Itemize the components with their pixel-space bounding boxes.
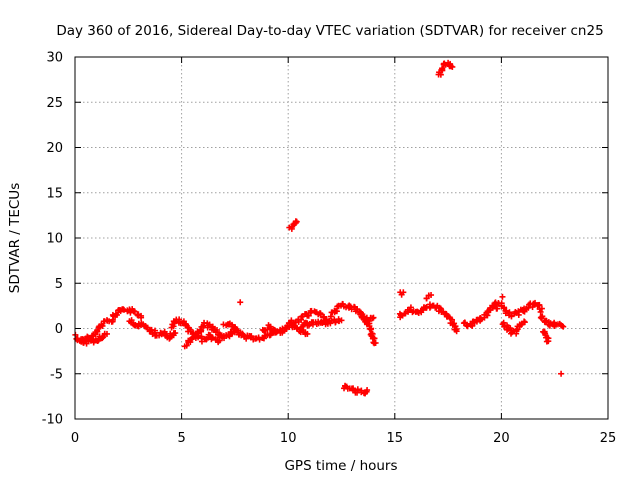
y-tick-label: -10 (42, 413, 63, 428)
y-tick-labels: -10 -5 0 5 10 15 20 25 30 (42, 51, 63, 428)
data-point (138, 314, 145, 321)
chart-title: Day 360 of 2016, Sidereal Day-to-day VTE… (56, 23, 603, 39)
x-tick-label: 20 (493, 431, 510, 446)
data-point (128, 317, 135, 324)
x-tick-label: 0 (71, 431, 79, 446)
data-point (127, 309, 134, 316)
data-point (354, 386, 361, 393)
data-point (103, 330, 110, 337)
y-tick-label: 15 (46, 186, 63, 201)
data-point (95, 337, 102, 344)
data-point (176, 316, 183, 323)
data-point (494, 305, 501, 312)
data-point (206, 322, 213, 329)
y-axis-label: SDTVAR / TECUs (7, 183, 23, 293)
data-point (508, 313, 515, 320)
y-tick-label: 30 (46, 51, 63, 66)
data-point (112, 310, 119, 317)
data-point (183, 342, 190, 349)
data-point (558, 370, 565, 377)
data-point (293, 218, 300, 225)
data-point (351, 303, 358, 310)
y-tick-label: 10 (46, 232, 63, 247)
data-point (372, 339, 379, 346)
x-tick-label: 10 (280, 431, 297, 446)
data-point (317, 310, 324, 317)
grid-lines (75, 57, 608, 419)
data-point (200, 323, 207, 330)
data-point (113, 311, 120, 318)
plot-frame (74, 56, 609, 420)
data-point (209, 323, 216, 330)
data-point (407, 304, 414, 311)
x-tick-labels: 0 5 10 15 20 25 (71, 431, 616, 446)
data-point (99, 334, 106, 341)
data-point (401, 310, 408, 317)
data-point (537, 308, 544, 315)
data-point (233, 325, 240, 332)
data-point (172, 330, 179, 337)
data-point (370, 314, 377, 321)
data-point (437, 71, 444, 78)
data-point (214, 327, 221, 334)
y-tick-label: -5 (50, 367, 63, 382)
data-point (453, 328, 460, 335)
data-points (72, 59, 567, 397)
data-point (499, 293, 506, 300)
data-point (237, 299, 244, 306)
data-point (560, 323, 567, 330)
data-point (187, 326, 194, 333)
data-point (545, 338, 552, 345)
data-point (364, 387, 371, 394)
data-point (332, 318, 339, 325)
x-axis-label: GPS time / hours (284, 458, 397, 474)
x-tick-label: 5 (177, 431, 185, 446)
data-point (535, 302, 542, 309)
x-tick-label: 25 (600, 431, 617, 446)
y-tick-label: 25 (46, 96, 63, 111)
data-point (492, 301, 499, 308)
y-tick-label: 20 (46, 141, 63, 156)
data-point (305, 312, 312, 319)
data-point (99, 322, 106, 329)
data-point (288, 225, 295, 232)
data-point (338, 317, 345, 324)
data-point (439, 65, 446, 72)
data-point (400, 289, 407, 296)
data-point (501, 304, 508, 311)
data-point (304, 330, 311, 337)
data-point (478, 316, 485, 323)
data-point (538, 305, 545, 312)
x-tick-label: 15 (387, 431, 404, 446)
data-point (161, 328, 168, 335)
data-point (243, 335, 250, 342)
data-point (539, 313, 546, 320)
data-point (94, 328, 101, 335)
data-point (366, 325, 373, 332)
data-point (131, 308, 138, 315)
y-tick-label: 5 (55, 277, 63, 292)
y-tick-label: 0 (55, 322, 63, 337)
data-point (428, 292, 435, 299)
data-point (449, 63, 456, 70)
data-point (365, 318, 372, 325)
data-point (521, 319, 528, 326)
data-point (248, 333, 255, 340)
data-point (461, 319, 468, 326)
